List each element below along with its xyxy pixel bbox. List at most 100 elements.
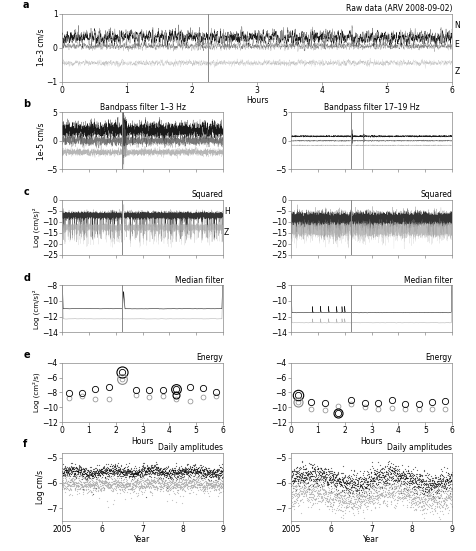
Point <box>124 465 131 474</box>
Point <box>440 500 447 509</box>
Point <box>130 479 138 488</box>
Point <box>303 473 310 482</box>
Point <box>124 469 132 478</box>
Point <box>354 476 361 484</box>
Point <box>393 483 400 491</box>
Point <box>406 487 414 496</box>
Point <box>105 468 112 477</box>
Point <box>416 482 424 491</box>
Point <box>177 478 184 487</box>
Point <box>211 467 218 476</box>
Point <box>125 467 133 476</box>
Point <box>324 491 331 500</box>
Point <box>405 498 413 506</box>
Point <box>328 467 336 476</box>
Point <box>435 483 442 491</box>
Point <box>69 466 77 475</box>
Point <box>192 467 200 476</box>
Point <box>105 469 112 478</box>
Point <box>127 494 135 503</box>
Point <box>306 492 313 501</box>
Point <box>198 474 206 483</box>
Point <box>158 482 166 491</box>
Point <box>378 471 386 479</box>
Point <box>167 472 174 480</box>
Point <box>149 476 157 484</box>
Point <box>209 480 217 489</box>
Point <box>62 467 70 476</box>
Point <box>216 483 223 492</box>
Point <box>345 478 352 487</box>
Point <box>159 479 167 488</box>
Point <box>63 484 71 493</box>
Point <box>407 481 414 490</box>
Point <box>387 466 395 474</box>
Point <box>142 476 150 484</box>
Point <box>316 482 323 491</box>
Point <box>348 473 356 482</box>
Point <box>442 488 450 497</box>
Point <box>87 488 94 496</box>
Point <box>397 485 405 494</box>
Point <box>171 467 179 476</box>
Point <box>140 469 148 478</box>
Point <box>121 483 129 492</box>
Point <box>425 490 433 499</box>
Point <box>123 475 130 484</box>
Point <box>423 490 430 499</box>
Point <box>84 469 91 478</box>
Point <box>206 480 213 489</box>
Point <box>200 488 208 497</box>
Point <box>79 490 87 499</box>
Point <box>392 476 400 484</box>
Point <box>302 488 309 496</box>
Point <box>376 490 383 499</box>
Point <box>115 468 122 477</box>
Point <box>411 482 419 491</box>
Point <box>106 482 113 491</box>
Point <box>314 498 321 507</box>
Point <box>351 485 359 494</box>
Point <box>421 487 428 496</box>
Point <box>72 463 80 472</box>
Point <box>304 483 312 492</box>
Point <box>324 480 332 489</box>
Point <box>116 481 123 490</box>
Point <box>383 488 391 496</box>
Point <box>83 473 90 482</box>
Point <box>76 466 83 474</box>
Point <box>205 467 212 476</box>
Point <box>115 462 122 471</box>
Point <box>97 467 104 476</box>
Point <box>334 491 341 500</box>
Point <box>60 476 67 484</box>
Point <box>445 478 453 487</box>
Point <box>442 467 450 476</box>
Point <box>430 483 437 492</box>
Point <box>67 458 74 467</box>
Point <box>137 473 145 482</box>
Point <box>410 495 418 504</box>
Point <box>88 480 96 489</box>
Point <box>164 468 172 477</box>
Point <box>299 468 307 477</box>
Point <box>363 504 371 513</box>
Point <box>314 497 322 506</box>
Point <box>145 479 152 488</box>
Point <box>305 493 313 501</box>
Point <box>414 476 422 484</box>
Point <box>217 483 224 491</box>
Point <box>313 475 321 484</box>
Point <box>416 480 423 489</box>
Point <box>134 469 141 478</box>
Point <box>347 472 355 480</box>
Point <box>416 498 424 507</box>
Point <box>150 463 158 472</box>
Point <box>114 467 122 476</box>
Point <box>385 489 393 498</box>
Point <box>179 480 187 489</box>
Point <box>363 501 370 510</box>
Point <box>95 476 103 485</box>
Point <box>59 473 67 482</box>
Point <box>199 476 207 485</box>
